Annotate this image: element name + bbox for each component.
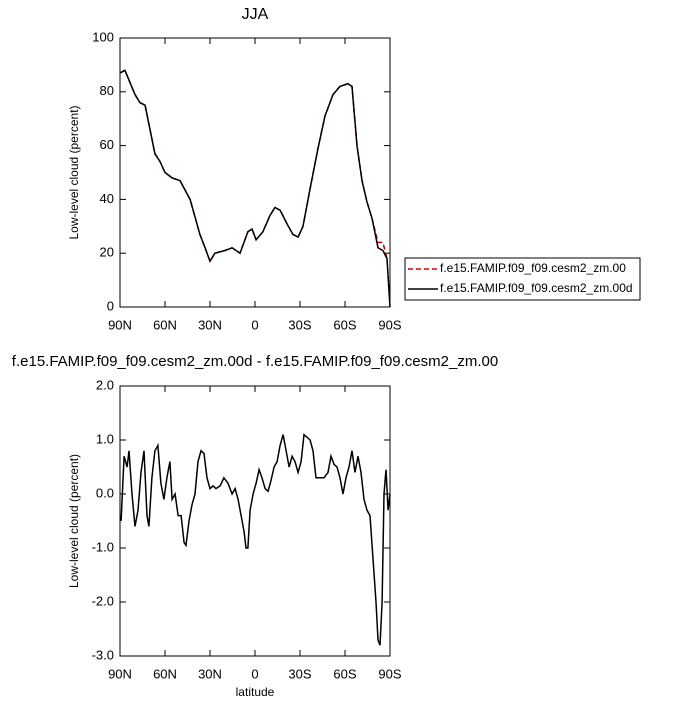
x-tick-label: 60N [153, 666, 177, 681]
y-tick-label: 0 [107, 298, 114, 313]
x-tick-label: 30S [288, 666, 311, 681]
x-tick-label: 0 [251, 666, 258, 681]
legend-label: f.e15.FAMIP.f09_f09.cesm2_zm.00d [440, 281, 633, 295]
x-tick-label: 60N [153, 317, 177, 332]
chart-title: f.e15.FAMIP.f09_f09.cesm2_zm.00d - f.e15… [12, 353, 498, 370]
x-tick-label: 90S [378, 317, 401, 332]
x-tick-label: 30S [288, 317, 311, 332]
x-tick-label: 90N [108, 666, 132, 681]
y-tick-label: 60 [100, 137, 114, 152]
y-tick-label: 1.0 [96, 431, 114, 446]
legend-box [404, 257, 641, 301]
y-tick-label: 80 [100, 83, 114, 98]
x-tick-label: 90N [108, 317, 132, 332]
x-tick-label: 60S [333, 666, 356, 681]
y-tick-label: -2.0 [92, 593, 114, 608]
data-line [119, 69, 391, 308]
y-tick-label: 20 [100, 245, 114, 260]
y-axis-label: Low-level cloud (percent) [67, 454, 81, 588]
legend-label: f.e15.FAMIP.f09_f09.cesm2_zm.00 [440, 261, 626, 275]
y-tick-label: 2.0 [96, 377, 114, 392]
plot-frame [119, 37, 391, 308]
x-tick-label: 30N [198, 317, 222, 332]
y-tick-label: 100 [92, 29, 114, 44]
x-tick-label: 0 [251, 317, 258, 332]
y-tick-label: -3.0 [92, 647, 114, 662]
x-tick-label: 30N [198, 666, 222, 681]
plot-frame [119, 385, 391, 657]
x-axis-label: latitude [236, 685, 275, 699]
data-line [120, 433, 391, 646]
x-tick-label: 60S [333, 317, 356, 332]
y-tick-label: 40 [100, 191, 114, 206]
data-line [119, 69, 391, 308]
y-axis-label: Low-level cloud (percent) [67, 105, 81, 239]
y-tick-label: -1.0 [92, 539, 114, 554]
chart-title: JJA [242, 6, 269, 23]
y-tick-label: 0.0 [96, 485, 114, 500]
x-tick-label: 90S [378, 666, 401, 681]
